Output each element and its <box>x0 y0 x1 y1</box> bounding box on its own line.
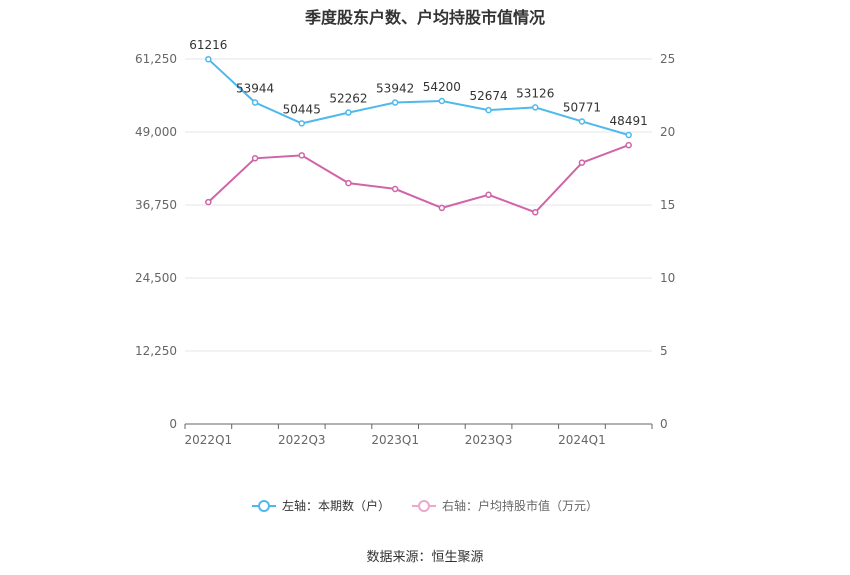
legend: 左轴：本期数（户） 右轴：户均持股市值（万元） <box>0 497 850 514</box>
right-axis-tick-label: 10 <box>660 271 675 285</box>
series-point-0 <box>298 120 305 127</box>
series-point-0 <box>485 106 492 114</box>
left-axis-tick-label: 12,250 <box>135 344 177 358</box>
series-point-1 <box>391 185 399 193</box>
data-label: 53944 <box>236 82 274 96</box>
series-point-1 <box>578 159 586 166</box>
data-label: 50771 <box>563 100 601 114</box>
data-label: 48491 <box>610 114 648 128</box>
x-axis-tick-label: 2023Q1 <box>371 433 419 447</box>
right-axis-tick-label: 5 <box>660 344 668 358</box>
data-labels: 61216 53944 50445 52262 53942 54200 52674 53126… <box>189 38 647 128</box>
left-axis-tick-label: 24,500 <box>135 271 177 285</box>
data-label: 53942 <box>376 82 414 96</box>
grid-lines <box>185 58 652 352</box>
series-point-1 <box>625 141 632 149</box>
data-label: 52674 <box>469 89 507 103</box>
right-axis-tick-label: 0 <box>660 417 668 431</box>
series-point-1 <box>298 152 305 159</box>
data-source-note: 数据来源：恒生聚源 <box>366 550 484 565</box>
data-label: 52262 <box>329 92 367 106</box>
x-axis-tick-label: 2022Q1 <box>185 433 233 447</box>
series-point-0 <box>205 55 212 63</box>
axes: 0 0 12,250 5 24,500 10 36,750 15 49,000 20 61,250 2… <box>135 52 675 447</box>
series-point-0 <box>251 99 259 106</box>
data-label: 53126 <box>516 86 554 100</box>
x-axis-tick-label: 2023Q3 <box>465 433 513 447</box>
left-axis-tick-label: 36,750 <box>135 198 177 212</box>
left-axis-tick-label: 49,000 <box>135 125 177 139</box>
series-point-1 <box>251 155 259 162</box>
series-point-1 <box>345 179 352 187</box>
series-point-1 <box>438 204 446 212</box>
series-point-0 <box>532 104 539 111</box>
series-point-1 <box>532 209 539 216</box>
series-point-0 <box>391 99 399 106</box>
legend-label-left: 左轴：本期数（户） <box>281 499 390 513</box>
right-axis-tick-label: 15 <box>660 198 675 212</box>
data-label: 61216 <box>189 38 227 52</box>
series-point-0 <box>578 118 586 125</box>
data-label: 54200 <box>423 80 461 94</box>
series-lines <box>205 55 632 216</box>
series-point-0 <box>625 131 632 139</box>
legend-item-right-series[interactable]: 右轴：户均持股市值（万元） <box>412 497 598 514</box>
series-point-0 <box>345 109 352 116</box>
legend-marker-left-icon <box>251 499 276 512</box>
data-label: 50445 <box>283 102 321 116</box>
legend-label-right: 右轴：户均持股市值（万元） <box>442 499 599 513</box>
legend-item-left-series[interactable]: 左轴：本期数（户） <box>251 497 390 514</box>
right-axis-tick-label: 20 <box>660 125 675 139</box>
x-axis-tick-label: 2022Q3 <box>278 433 326 447</box>
series-point-1 <box>485 191 492 199</box>
series-point-0 <box>438 97 446 105</box>
series-line-0 <box>207 58 629 136</box>
series-line-1 <box>207 144 630 214</box>
left-axis-tick-label: 61,250 <box>135 52 177 66</box>
right-axis-tick-label: 25 <box>660 52 675 66</box>
legend-marker-right-icon <box>412 499 436 512</box>
series-point-1 <box>205 198 212 206</box>
left-axis-tick-label: 0 <box>169 417 177 431</box>
chart-title: 季度股东户数、户均持股市值情况 <box>304 8 545 27</box>
x-axis-tick-label: 2024Q1 <box>558 433 606 447</box>
